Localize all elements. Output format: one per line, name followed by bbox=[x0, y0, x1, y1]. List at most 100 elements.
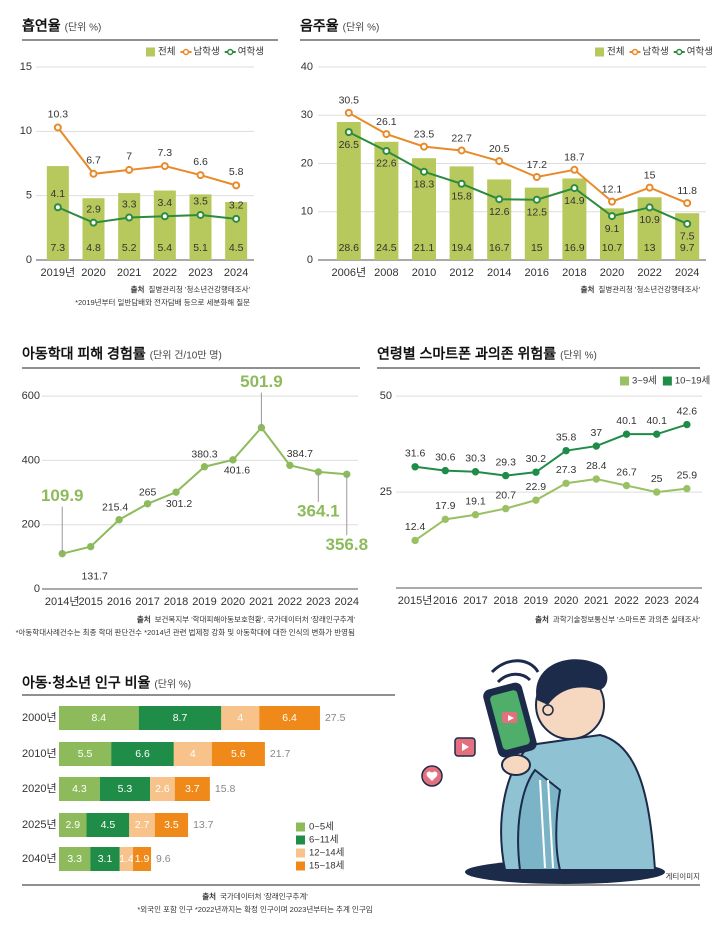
bar-value-label: 4.8 bbox=[86, 242, 101, 254]
point-value-label: 12.6 bbox=[489, 206, 510, 218]
x-tick-label: 2015 bbox=[78, 596, 102, 608]
point-value-label: 23.5 bbox=[414, 128, 435, 140]
point bbox=[457, 146, 466, 155]
point-value-label: 6.7 bbox=[86, 155, 101, 167]
y-tick-label: 50 bbox=[380, 390, 392, 402]
y-tick-label: 0 bbox=[26, 254, 32, 266]
point bbox=[89, 218, 98, 227]
segment-value-label: 5.6 bbox=[231, 748, 246, 760]
source-text: 과학기술정보통신부 '스마트폰 과의존 실태조사' bbox=[553, 614, 701, 624]
source-label: 출처 bbox=[131, 284, 145, 294]
legend-label: 0~5세 bbox=[309, 822, 334, 833]
bar-segment bbox=[259, 706, 320, 730]
x-tick-label: 2022 bbox=[614, 595, 638, 607]
point bbox=[441, 515, 449, 524]
point bbox=[570, 184, 579, 193]
point-value-label: 25.9 bbox=[677, 469, 698, 481]
point-value-label: 18.7 bbox=[564, 152, 585, 164]
point-value-label: 30.2 bbox=[526, 453, 547, 465]
legend-label: 10~19세 bbox=[675, 376, 710, 387]
hair bbox=[536, 659, 608, 705]
point-value-label: 10.9 bbox=[639, 214, 660, 226]
x-tick-label: 2024 bbox=[675, 595, 699, 607]
point bbox=[457, 179, 466, 188]
point-value-label: 3.4 bbox=[158, 197, 173, 209]
point-value-label: 501.9 bbox=[240, 372, 283, 391]
point bbox=[232, 181, 241, 190]
segment-value-label: 3.5 bbox=[164, 819, 179, 831]
bar-segment bbox=[59, 813, 87, 837]
point bbox=[592, 475, 600, 483]
y-tick-label: 2010년 bbox=[22, 747, 57, 760]
point bbox=[344, 108, 353, 117]
point-value-label: 15.8 bbox=[451, 191, 472, 203]
point bbox=[495, 195, 504, 204]
legend-swatch bbox=[662, 376, 672, 386]
ear bbox=[542, 704, 554, 716]
bar-value-label: 13 bbox=[644, 242, 656, 254]
stripe bbox=[547, 779, 554, 869]
point bbox=[471, 511, 480, 519]
chart-title: 아동·청소년 인구 비율 bbox=[22, 675, 150, 691]
bar-segment bbox=[174, 777, 210, 801]
y-tick-label: 20 bbox=[301, 157, 313, 169]
y-tick-label: 30 bbox=[301, 109, 313, 121]
point bbox=[344, 128, 353, 137]
bar-value-label: 16.7 bbox=[489, 242, 510, 254]
point-value-label: 17.2 bbox=[527, 159, 548, 171]
bar-segment bbox=[59, 706, 139, 730]
legend-label: 15~18세 bbox=[309, 861, 344, 872]
x-tick-label: 2008 bbox=[374, 267, 398, 279]
point-value-label: 22.9 bbox=[526, 481, 547, 493]
point-value-label: 401.6 bbox=[224, 465, 250, 477]
y-tick-label: 2040년 bbox=[22, 852, 57, 865]
x-tick-label: 2017 bbox=[463, 595, 487, 607]
point bbox=[143, 500, 152, 508]
point bbox=[89, 169, 98, 178]
bar-value-label: 28.6 bbox=[339, 242, 360, 254]
point bbox=[53, 123, 62, 132]
x-tick-label: 2018 bbox=[164, 596, 188, 608]
bar-segment bbox=[59, 847, 91, 871]
signal bbox=[490, 659, 540, 674]
point-value-label: 7 bbox=[126, 151, 132, 163]
point-value-label: 4.1 bbox=[51, 188, 66, 200]
point bbox=[286, 461, 294, 470]
bar-value-label: 16.9 bbox=[564, 242, 585, 254]
point-value-label: 30.5 bbox=[339, 95, 360, 107]
y-tick-label: 10 bbox=[301, 206, 313, 218]
segment-value-label: 3.7 bbox=[185, 783, 200, 795]
point-value-label: 42.6 bbox=[677, 405, 698, 417]
point-value-label: 20.7 bbox=[495, 489, 516, 501]
y-tick-label: 10 bbox=[20, 125, 32, 137]
point-value-label: 15 bbox=[644, 169, 656, 181]
note: *아동학대사례건수는 최종 학대 판단건수 *2014년 관련 법제정 강화 및… bbox=[16, 627, 355, 637]
legend-swatch bbox=[631, 48, 639, 56]
point bbox=[645, 203, 654, 212]
bar bbox=[336, 122, 361, 260]
point bbox=[532, 195, 541, 204]
point bbox=[683, 420, 691, 429]
x-tick-label: 2010 bbox=[412, 267, 436, 279]
point-value-label: 14.9 bbox=[564, 195, 585, 207]
point-value-label: 356.8 bbox=[325, 535, 368, 554]
bar-segment bbox=[59, 742, 112, 766]
signal bbox=[496, 672, 532, 684]
bar bbox=[46, 166, 69, 260]
legend-swatch bbox=[296, 861, 305, 871]
point bbox=[495, 157, 504, 166]
series-line bbox=[57, 206, 237, 224]
x-tick-label: 2016 bbox=[433, 595, 457, 607]
legend-label: 6~11세 bbox=[309, 835, 338, 846]
point-value-label: 26.7 bbox=[616, 466, 637, 478]
legend-label: 12~14세 bbox=[309, 848, 344, 859]
source-text: 질병관리청 '청소년건강행태조사' bbox=[148, 284, 250, 294]
point-value-label: 19.1 bbox=[465, 496, 486, 508]
point bbox=[502, 504, 510, 513]
illustration bbox=[421, 659, 665, 884]
note: *2019년부터 일반담배와 전자담배 등으로 세분화해 질문 bbox=[75, 297, 250, 307]
bar bbox=[118, 193, 141, 260]
y-tick-label: 600 bbox=[22, 390, 40, 402]
y-tick-label: 15 bbox=[20, 61, 32, 73]
x-tick-label: 2018 bbox=[493, 595, 517, 607]
